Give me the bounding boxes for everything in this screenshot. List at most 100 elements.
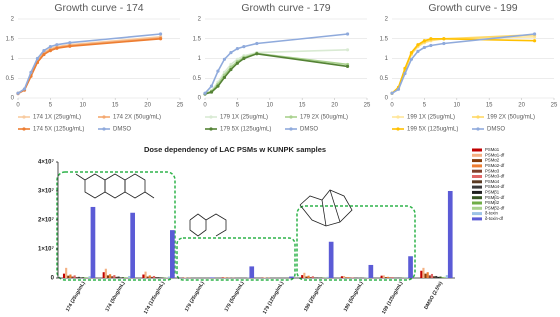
- bar: [126, 277, 129, 278]
- bar: [443, 276, 446, 278]
- point: [29, 70, 33, 74]
- x-tick-label: 20: [331, 103, 338, 109]
- x-tick-label: 199 (125ug/mL): [381, 280, 405, 315]
- legend-marker: [476, 115, 480, 119]
- bar: [430, 273, 434, 278]
- bar: [386, 276, 390, 278]
- bar: [71, 276, 74, 278]
- legend-marker: [102, 127, 106, 131]
- bar: [249, 266, 255, 278]
- bar: [422, 267, 425, 278]
- legend-label: PSMα1-df: [485, 152, 505, 157]
- point: [55, 43, 59, 47]
- bar: [340, 276, 343, 278]
- bar: [142, 274, 145, 278]
- point: [235, 47, 239, 51]
- bar: [382, 275, 385, 278]
- highlight-box: [56, 171, 176, 281]
- point: [429, 43, 433, 48]
- legend-marker: [22, 115, 26, 119]
- legend-label: 174 1X (25ug/mL): [33, 115, 81, 121]
- bar: [426, 272, 429, 278]
- y-tick-label: 3×10⁷: [38, 189, 55, 195]
- legend-label: PSMα2: [485, 158, 500, 163]
- bar: [445, 275, 448, 278]
- highlight-box: [296, 205, 416, 281]
- legend-marker: [209, 115, 213, 119]
- bar: [90, 206, 96, 278]
- y-tick-label: 2: [198, 17, 202, 23]
- point: [242, 56, 246, 61]
- bar: [320, 277, 323, 278]
- y-tick-label: 1.5: [380, 36, 389, 42]
- bar: [347, 277, 350, 278]
- bar: [441, 277, 444, 278]
- point: [422, 39, 426, 43]
- x-tick-label: 0: [390, 103, 394, 109]
- point: [390, 91, 394, 95]
- x-tick-label: 5: [49, 103, 53, 109]
- x-tick-label: 10: [266, 103, 273, 109]
- legend-label: 179 2X (50ug/mL): [300, 115, 348, 121]
- y-tick-label: 1.5: [6, 36, 15, 42]
- legend-swatch: [472, 159, 482, 163]
- point: [16, 91, 20, 95]
- legend-marker: [289, 115, 293, 119]
- bar: [170, 230, 175, 278]
- legend-label: PSMβ1: [485, 190, 500, 195]
- legend-label: 174 5X (125ug/mL): [33, 127, 84, 133]
- x-tick-label: 20: [144, 103, 151, 109]
- bar: [104, 268, 107, 278]
- bar: [366, 277, 369, 278]
- bar: [102, 272, 105, 278]
- legend-marker: [476, 127, 480, 131]
- legend-swatch: [472, 190, 482, 194]
- y-tick-label: 0: [385, 96, 389, 102]
- legend-swatch: [472, 217, 482, 221]
- series-line: [17, 38, 161, 95]
- bar: [79, 277, 83, 278]
- bar: [77, 276, 80, 278]
- x-tick-label: 25: [551, 103, 558, 109]
- x-tick-label: 25: [177, 103, 184, 109]
- legend-label: 179 5X (125ug/mL): [220, 127, 271, 133]
- point: [345, 48, 350, 52]
- point: [35, 56, 40, 61]
- bar: [165, 277, 168, 278]
- bar: [67, 275, 70, 278]
- series-line: [17, 37, 161, 94]
- bar: [146, 276, 149, 278]
- legend-swatch: [472, 212, 482, 216]
- y-tick-label: 1: [198, 56, 202, 62]
- series-line: [204, 52, 348, 95]
- bar: [148, 275, 151, 278]
- bar: [408, 256, 413, 278]
- x-tick-label: 0: [16, 103, 20, 109]
- y-tick-label: 1×10⁷: [38, 247, 55, 253]
- legend-swatch: [472, 164, 482, 168]
- legend-label: δ-toxin: [485, 211, 499, 216]
- point: [203, 91, 207, 95]
- y-tick-label: 0: [11, 96, 15, 102]
- x-tick-label: 179 (25ug/mL): [184, 280, 206, 312]
- bar: [223, 277, 227, 278]
- x-tick-label: 15: [299, 103, 306, 109]
- y-tick-label: 1: [11, 56, 15, 62]
- legend-marker: [396, 127, 400, 131]
- legend-label: δ-toxin-df: [485, 216, 504, 221]
- legend-label: PSMα3: [485, 168, 500, 173]
- bar: [84, 277, 87, 278]
- legend-swatch: [472, 180, 482, 184]
- bar: [130, 212, 135, 278]
- bar: [351, 277, 354, 278]
- point: [222, 57, 227, 61]
- bar: [73, 275, 76, 278]
- point: [68, 44, 72, 48]
- point: [403, 71, 407, 76]
- point: [409, 50, 414, 55]
- series-line: [391, 38, 535, 94]
- point: [255, 52, 259, 56]
- point: [442, 41, 446, 46]
- x-tick-label: 179 (50ug/mL): [224, 280, 246, 312]
- bar: [128, 275, 131, 278]
